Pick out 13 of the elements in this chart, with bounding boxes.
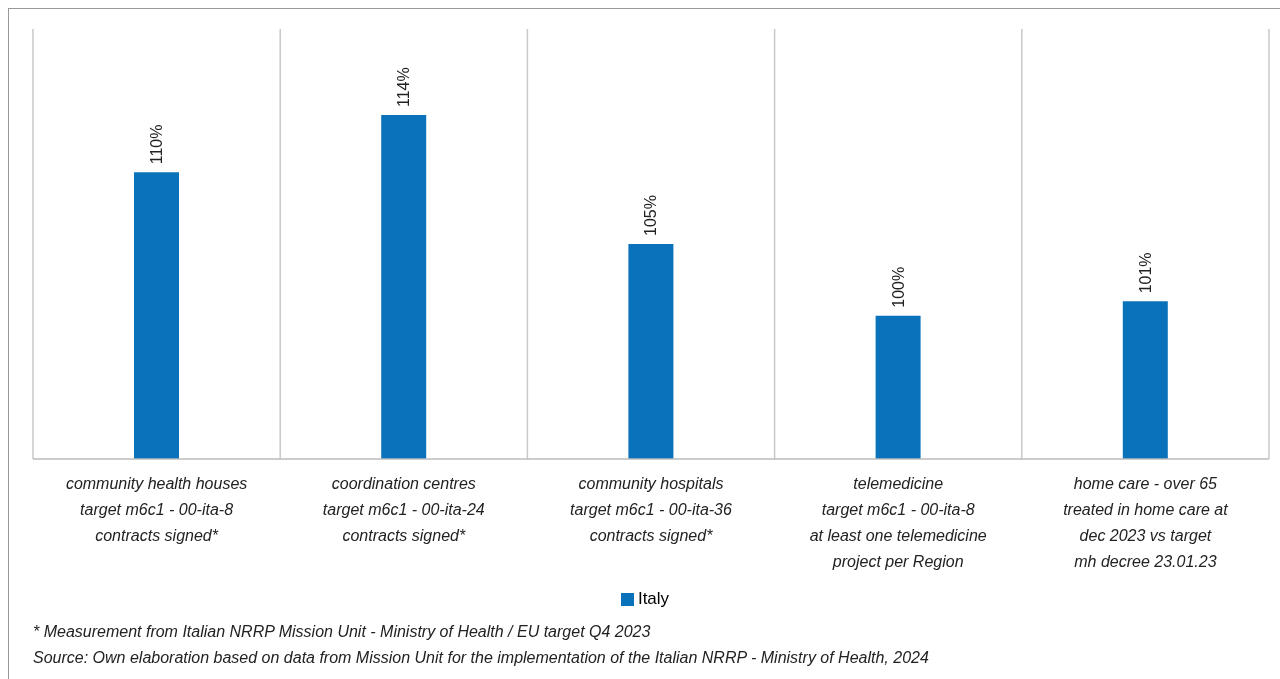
legend-label: Italy <box>637 589 670 609</box>
x-tick-label: home care - over 65 treated in home care at dec 2023 vs target mh decree 23.01.23 <box>1063 475 1229 570</box>
x-tick-label: community hospitals target m6c1 - 00-ita-36 contracts signed* <box>570 475 733 544</box>
data-label: 114% <box>395 67 413 107</box>
text: * Measurement from Italian NRRP Mission Unit - Ministry of Health / EU target Q4 2023 <box>33 623 652 641</box>
data-label: 100% <box>889 266 907 308</box>
data-label: 110% <box>148 124 165 165</box>
x-tick-label: community health houses target m6c1 - 00-ita-8 contracts signed* <box>65 475 248 544</box>
x-tick-label: telemedicine target m6c1 - 00-ita-8 at least one telemedicine project per Region <box>809 475 987 570</box>
data-label: 105% <box>642 195 660 236</box>
x-tick-label: coordination centres target m6c1 - 00-ita-24 contracts signed* <box>322 475 485 544</box>
data-label: 101% <box>1136 252 1154 294</box>
source-note: Source: Own elaboration based on data from Mission Unit for the implementation of the Italian NRRP - Ministry of Health, 2024 <box>33 649 930 667</box>
